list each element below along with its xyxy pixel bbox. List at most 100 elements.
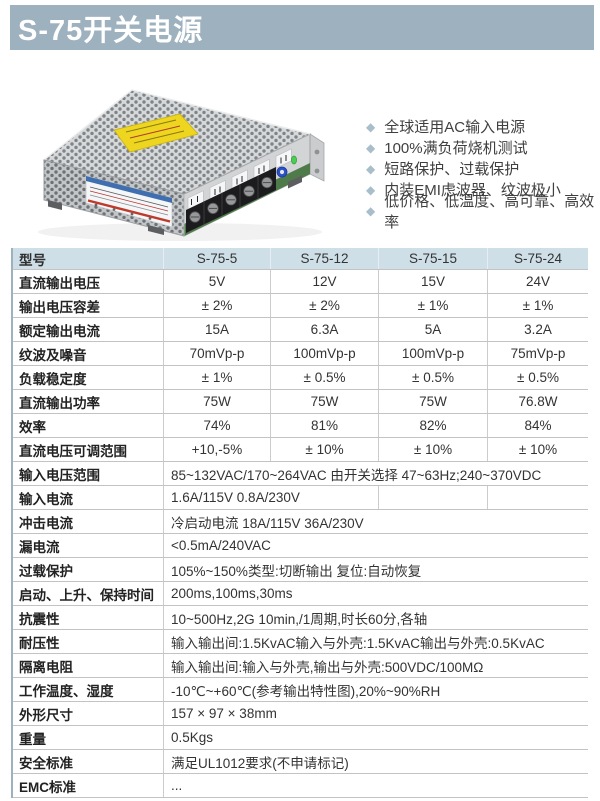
spec-value-cell: 75W	[270, 390, 378, 413]
spec-label-cell: 直流电压可调范围	[19, 443, 127, 459]
spec-span-value-cell: 10~500Hz,2G 10min,/1周期,时长60分,各轴	[163, 606, 588, 629]
spec-value-cell: 6.3A	[270, 318, 378, 341]
table-row: 输出电压容差 ± 2% ± 2% ± 1% ± 1%	[13, 294, 588, 318]
spec-value-cell: 100mVp-p	[270, 342, 378, 365]
table-row: 冲击电流 冷启动电流 18A/115V 36A/230V	[13, 510, 588, 534]
empty-cell	[378, 486, 487, 509]
diamond-bullet-icon: ◆	[366, 203, 376, 218]
spec-span-value-cell: 157 × 97 × 38mm	[163, 702, 588, 725]
spec-span-value-cell: <0.5mA/240VAC	[163, 534, 588, 557]
feature-text: 100%满负荷烧机测试	[384, 140, 528, 157]
spec-label-cell: 效率	[19, 419, 46, 435]
spec-span-value-cell: ...	[163, 774, 588, 797]
diamond-bullet-icon: ◆	[366, 119, 376, 134]
spec-label-cell: 外形尺寸	[19, 707, 73, 723]
table-row: 效率 74% 81% 82% 84%	[13, 414, 588, 438]
table-row: 输入电流 1.6A/115V 0.8A/230V	[13, 486, 588, 510]
feature-item: ◆ 100%满负荷烧机测试	[366, 137, 600, 158]
power-supply-illustration	[38, 89, 325, 241]
spec-value-cell: ± 10%	[270, 438, 378, 461]
spec-label-cell: 过载保护	[19, 563, 73, 579]
spec-label-cell: EMC标准	[19, 779, 76, 795]
spec-span-value-cell: 输入输出间:输入与外壳,输出与外壳:500VDC/100MΩ	[163, 654, 588, 677]
spec-value-cell: 12V	[270, 270, 378, 293]
feature-text: 短路保护、过载保护	[384, 161, 520, 178]
spec-label-cell: 输出电压容差	[19, 299, 100, 315]
model-header-cell: S-75-5	[163, 248, 270, 269]
warning-label	[113, 113, 199, 153]
spec-span-value-cell: -10℃~+60℃(参考输出特性图),20%~90%RH	[163, 678, 588, 701]
spec-span-value-cell: 满足UL1012要求(不申请标记)	[163, 750, 588, 773]
spec-value-cell: ± 1%	[378, 294, 487, 317]
feature-item: ◆ 短路保护、过载保护	[366, 158, 600, 179]
model-column-title: 型号	[19, 252, 46, 268]
spec-value-cell: ± 0.5%	[270, 366, 378, 389]
spec-value-cell: ± 2%	[270, 294, 378, 317]
table-row: 过载保护 105%~150%类型:切断输出 复位:自动恢复	[13, 558, 588, 582]
top-edge-highlight	[43, 89, 311, 161]
table-row: 负载稳定度 ± 1% ± 0.5% ± 0.5% ± 0.5%	[13, 366, 588, 390]
spec-label-cell: 隔离电阻	[19, 659, 73, 675]
spec-span-value-cell: 1.6A/115V 0.8A/230V	[163, 486, 378, 509]
table-row: 漏电流 <0.5mA/240VAC	[13, 534, 588, 558]
spec-label-cell: 纹波及噪音	[19, 347, 87, 363]
feature-item: ◆ 全球适用AC输入电源	[366, 116, 600, 137]
spec-label	[85, 175, 173, 228]
spec-span-value-cell: 200ms,100ms,30ms	[163, 582, 588, 605]
spec-span-value-cell: 冷启动电流 18A/115V 36A/230V	[163, 510, 588, 533]
table-row: 重量 0.5Kgs	[13, 726, 588, 750]
spec-value-cell: 5V	[163, 270, 270, 293]
spec-label-cell: 漏电流	[19, 539, 60, 555]
model-header-cell: S-75-12	[270, 248, 378, 269]
feature-item: ◆ 内装EMI虑波器、纹波极小	[366, 179, 600, 200]
spec-value-cell: 75W	[378, 390, 487, 413]
spec-span-value-cell: 输入输出间:1.5KvAC输入与外壳:1.5KvAC输出与外壳:0.5KvAC	[163, 630, 588, 653]
table-row: 耐压性 输入输出间:1.5KvAC输入与外壳:1.5KvAC输出与外壳:0.5Kv…	[13, 630, 588, 654]
table-row: 工作温度、湿度 -10℃~+60℃(参考输出特性图),20%~90%RH	[13, 678, 588, 702]
table-row: EMC标准...	[13, 774, 588, 798]
spec-label-cell: 额定输出电流	[19, 323, 100, 339]
potentiometer	[276, 166, 288, 178]
terminal-block	[186, 167, 276, 233]
table-row: 外形尺寸 157 × 97 × 38mm	[13, 702, 588, 726]
spec-value-cell: 3.2A	[487, 318, 588, 341]
spec-label-cell: 输入电流	[19, 491, 73, 507]
spec-value-cell: ± 0.5%	[378, 366, 487, 389]
terminal-marking-stickers	[187, 148, 292, 211]
table-row: 纹波及噪音 70mVp-p 100mVp-p 100mVp-p 75mVp-p	[13, 342, 588, 366]
spec-span-value-cell: 0.5Kgs	[163, 726, 588, 749]
table-row: 直流电压可调范围 +10,-5% ± 10% ± 10% ± 10%	[13, 438, 588, 462]
spec-value-cell: 75mVp-p	[487, 342, 588, 365]
spec-label-cell: 工作温度、湿度	[19, 683, 114, 699]
diamond-bullet-icon: ◆	[366, 182, 376, 197]
spec-label-cell: 输入电压范围	[19, 467, 100, 483]
mounting-feet	[48, 175, 302, 235]
spec-label-cell: 安全标准	[19, 755, 73, 771]
spec-table: 型号 S-75-5 S-75-12 S-75-15 S-75-24 直流输出电压 5V 12V…	[11, 248, 588, 798]
spec-label-cell: 启动、上升、保持时间	[19, 587, 154, 603]
table-row: 输入电压范围 85~132VAC/170~264VAC 由开关选择 47~63Hz…	[13, 462, 588, 486]
page-title: S-75开关电源	[18, 14, 204, 47]
table-row: 启动、上升、保持时间 200ms,100ms,30ms	[13, 582, 588, 606]
table-row: 抗震性 10~500Hz,2G 10min,/1周期,时长60分,各轴	[13, 606, 588, 630]
spec-value-cell: 81%	[270, 414, 378, 437]
spec-value-cell: 84%	[487, 414, 588, 437]
spec-label-cell: 重量	[19, 731, 46, 747]
spec-value-cell: ± 0.5%	[487, 366, 588, 389]
table-row: 直流输出功率 75W 75W 75W 76.8W	[13, 390, 588, 414]
spec-value-cell: ± 1%	[487, 294, 588, 317]
spec-value-cell: 76.8W	[487, 390, 588, 413]
spec-label-cell: 直流输出电压	[19, 275, 100, 291]
table-header-row: 型号 S-75-5 S-75-12 S-75-15 S-75-24	[13, 248, 588, 270]
spec-label-cell: 抗震性	[19, 611, 60, 627]
product-photo	[30, 72, 330, 242]
spec-value-cell: 82%	[378, 414, 487, 437]
spec-value-cell: 74%	[163, 414, 270, 437]
diamond-bullet-icon: ◆	[366, 140, 376, 155]
spec-value-cell: 15V	[378, 270, 487, 293]
spec-value-cell: ± 10%	[378, 438, 487, 461]
spec-label-cell: 耐压性	[19, 635, 60, 651]
model-header-cell: S-75-15	[378, 248, 487, 269]
spec-label-cell: 直流输出功率	[19, 395, 100, 411]
spec-value-cell: 75W	[163, 390, 270, 413]
